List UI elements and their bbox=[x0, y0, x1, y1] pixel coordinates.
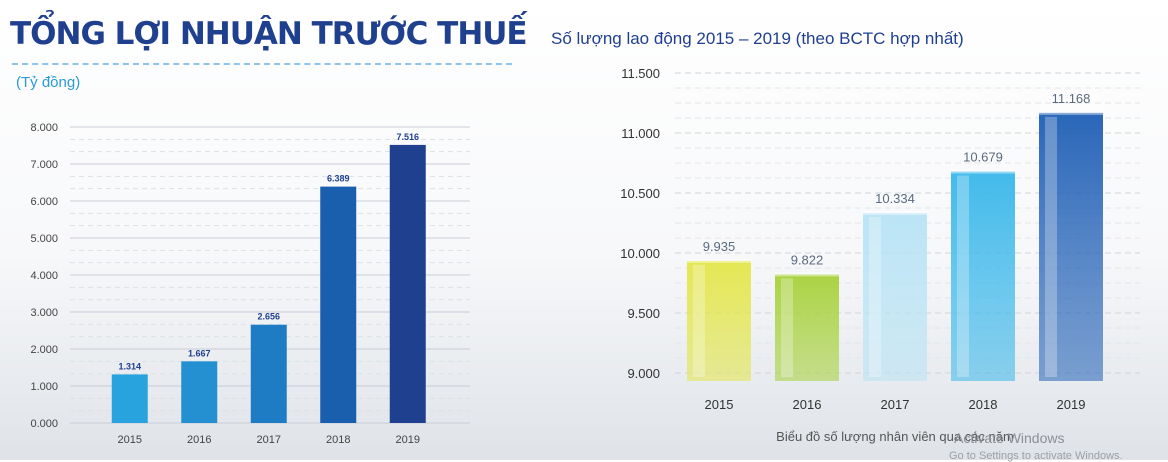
left-x-tick-label: 2016 bbox=[187, 434, 211, 446]
right-y-tick-label: 9.000 bbox=[627, 366, 660, 381]
left-bar-2019 bbox=[389, 144, 426, 423]
right-x-axis-title: Biểu đồ số lượng nhân viên qua các năm bbox=[776, 429, 1014, 444]
right-x-tick-label: 2016 bbox=[793, 397, 822, 412]
left-y-tick-label: 2.000 bbox=[30, 344, 58, 356]
right-bar-2017 bbox=[863, 212, 927, 381]
right-data-label: 9.935 bbox=[703, 239, 736, 254]
right-data-label: 10.334 bbox=[875, 191, 915, 206]
right-bar-top bbox=[863, 210, 927, 215]
left-y-tick-label: 7.000 bbox=[30, 159, 58, 171]
right-data-label: 10.679 bbox=[963, 150, 1003, 165]
left-data-label: 6.389 bbox=[327, 174, 350, 184]
left-bar-2016 bbox=[181, 361, 218, 423]
profit-bar-chart: 0.000 1.000 2.000 3.000 4.000 5.000 6.000 7.000… bbox=[30, 122, 470, 446]
left-bar-2017 bbox=[250, 324, 287, 423]
left-data-label: 1.314 bbox=[118, 361, 141, 371]
right-bars bbox=[687, 110, 1103, 381]
windows-activation-hint: Go to Settings to activate Windows. bbox=[949, 450, 1123, 462]
right-bar-highlight bbox=[869, 216, 881, 377]
right-y-tick-label: 11.500 bbox=[621, 66, 660, 81]
right-y-tick-label: 9.500 bbox=[627, 306, 660, 321]
right-data-label: 11.168 bbox=[1052, 91, 1091, 106]
left-y-tick-label: 1.000 bbox=[30, 381, 58, 393]
left-bar-2018 bbox=[320, 186, 357, 423]
right-x-axis: 2015 2016 2017 2018 2019 bbox=[705, 397, 1086, 412]
right-bar-2015 bbox=[687, 260, 751, 381]
right-bar-2019 bbox=[1039, 112, 1103, 381]
right-y-axis: 9.000 9.500 10.000 10.500 11.000 11.500 bbox=[620, 66, 660, 381]
left-y-tick-label: 4.000 bbox=[30, 270, 58, 282]
left-data-labels: 1.314 1.667 2.656 6.389 7.516 bbox=[118, 132, 419, 371]
right-x-tick-label: 2015 bbox=[705, 397, 734, 412]
left-x-axis: 2015 2016 2017 2018 2019 bbox=[118, 434, 420, 446]
left-chart-title: TỔNG LỢI NHUẬN TRƯỚC THUẾ bbox=[10, 16, 528, 52]
left-bar-2015 bbox=[111, 374, 148, 423]
left-bars bbox=[111, 144, 426, 423]
right-data-labels: 9.935 9.822 10.334 10.679 11.168 bbox=[703, 91, 1091, 268]
left-x-tick-label: 2015 bbox=[118, 434, 142, 446]
right-x-tick-label: 2019 bbox=[1057, 397, 1086, 412]
right-bar-2018 bbox=[951, 171, 1015, 381]
left-x-tick-label: 2017 bbox=[257, 434, 281, 446]
right-y-tick-label: 10.500 bbox=[620, 186, 660, 201]
right-data-label: 9.822 bbox=[791, 252, 824, 267]
workforce-bar-chart: 9.000 9.500 10.000 10.500 11.000 11.500 9.935… bbox=[620, 66, 1140, 444]
left-y-tick-label: 3.000 bbox=[30, 307, 58, 319]
left-x-tick-label: 2018 bbox=[326, 434, 350, 446]
left-data-label: 7.516 bbox=[396, 132, 419, 142]
left-data-label: 1.667 bbox=[188, 348, 211, 358]
right-x-tick-label: 2018 bbox=[969, 397, 998, 412]
left-y-tick-label: 5.000 bbox=[30, 233, 58, 245]
left-chart-unit: (Tỷ đồng) bbox=[16, 74, 81, 91]
title-divider bbox=[12, 63, 512, 65]
left-y-axis: 0.000 1.000 2.000 3.000 4.000 5.000 6.000 7.000… bbox=[30, 122, 58, 430]
right-bar-highlight bbox=[957, 175, 969, 377]
windows-activation-watermark: Activate Windows bbox=[954, 430, 1065, 446]
right-bar-2016 bbox=[775, 274, 839, 381]
left-x-tick-label: 2019 bbox=[396, 434, 420, 446]
right-bar-highlight bbox=[1045, 116, 1057, 377]
right-x-tick-label: 2017 bbox=[881, 397, 910, 412]
left-y-tick-label: 8.000 bbox=[30, 122, 58, 134]
right-bar-top bbox=[951, 169, 1015, 174]
left-data-label: 2.656 bbox=[257, 312, 280, 322]
right-y-tick-label: 11.000 bbox=[621, 126, 660, 141]
right-bar-highlight bbox=[693, 264, 705, 377]
right-bar-top bbox=[1039, 110, 1103, 115]
right-bar-top bbox=[687, 258, 751, 263]
right-y-tick-label: 10.000 bbox=[620, 246, 660, 261]
left-y-tick-label: 0.000 bbox=[30, 418, 58, 430]
right-bar-highlight bbox=[781, 278, 793, 377]
right-bar-top bbox=[775, 272, 839, 277]
right-chart-title: Số lượng lao động 2015 – 2019 (theo BCTC… bbox=[551, 29, 964, 48]
left-y-tick-label: 6.000 bbox=[30, 196, 58, 208]
